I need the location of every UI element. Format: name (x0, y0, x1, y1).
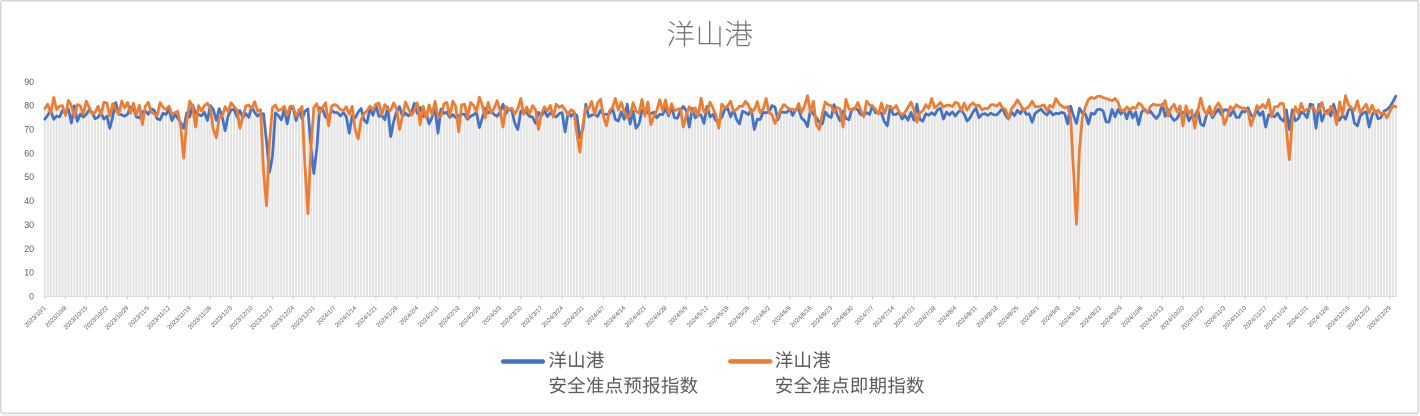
svg-text:60: 60 (24, 148, 34, 158)
svg-text:40: 40 (24, 196, 34, 206)
svg-text:20: 20 (24, 244, 34, 254)
svg-text:80: 80 (24, 101, 34, 111)
svg-text:0: 0 (29, 292, 34, 302)
svg-text:50: 50 (24, 172, 34, 182)
svg-text:10: 10 (24, 268, 34, 278)
svg-text:70: 70 (24, 125, 34, 135)
svg-text:90: 90 (24, 77, 34, 87)
svg-text:30: 30 (24, 220, 34, 230)
